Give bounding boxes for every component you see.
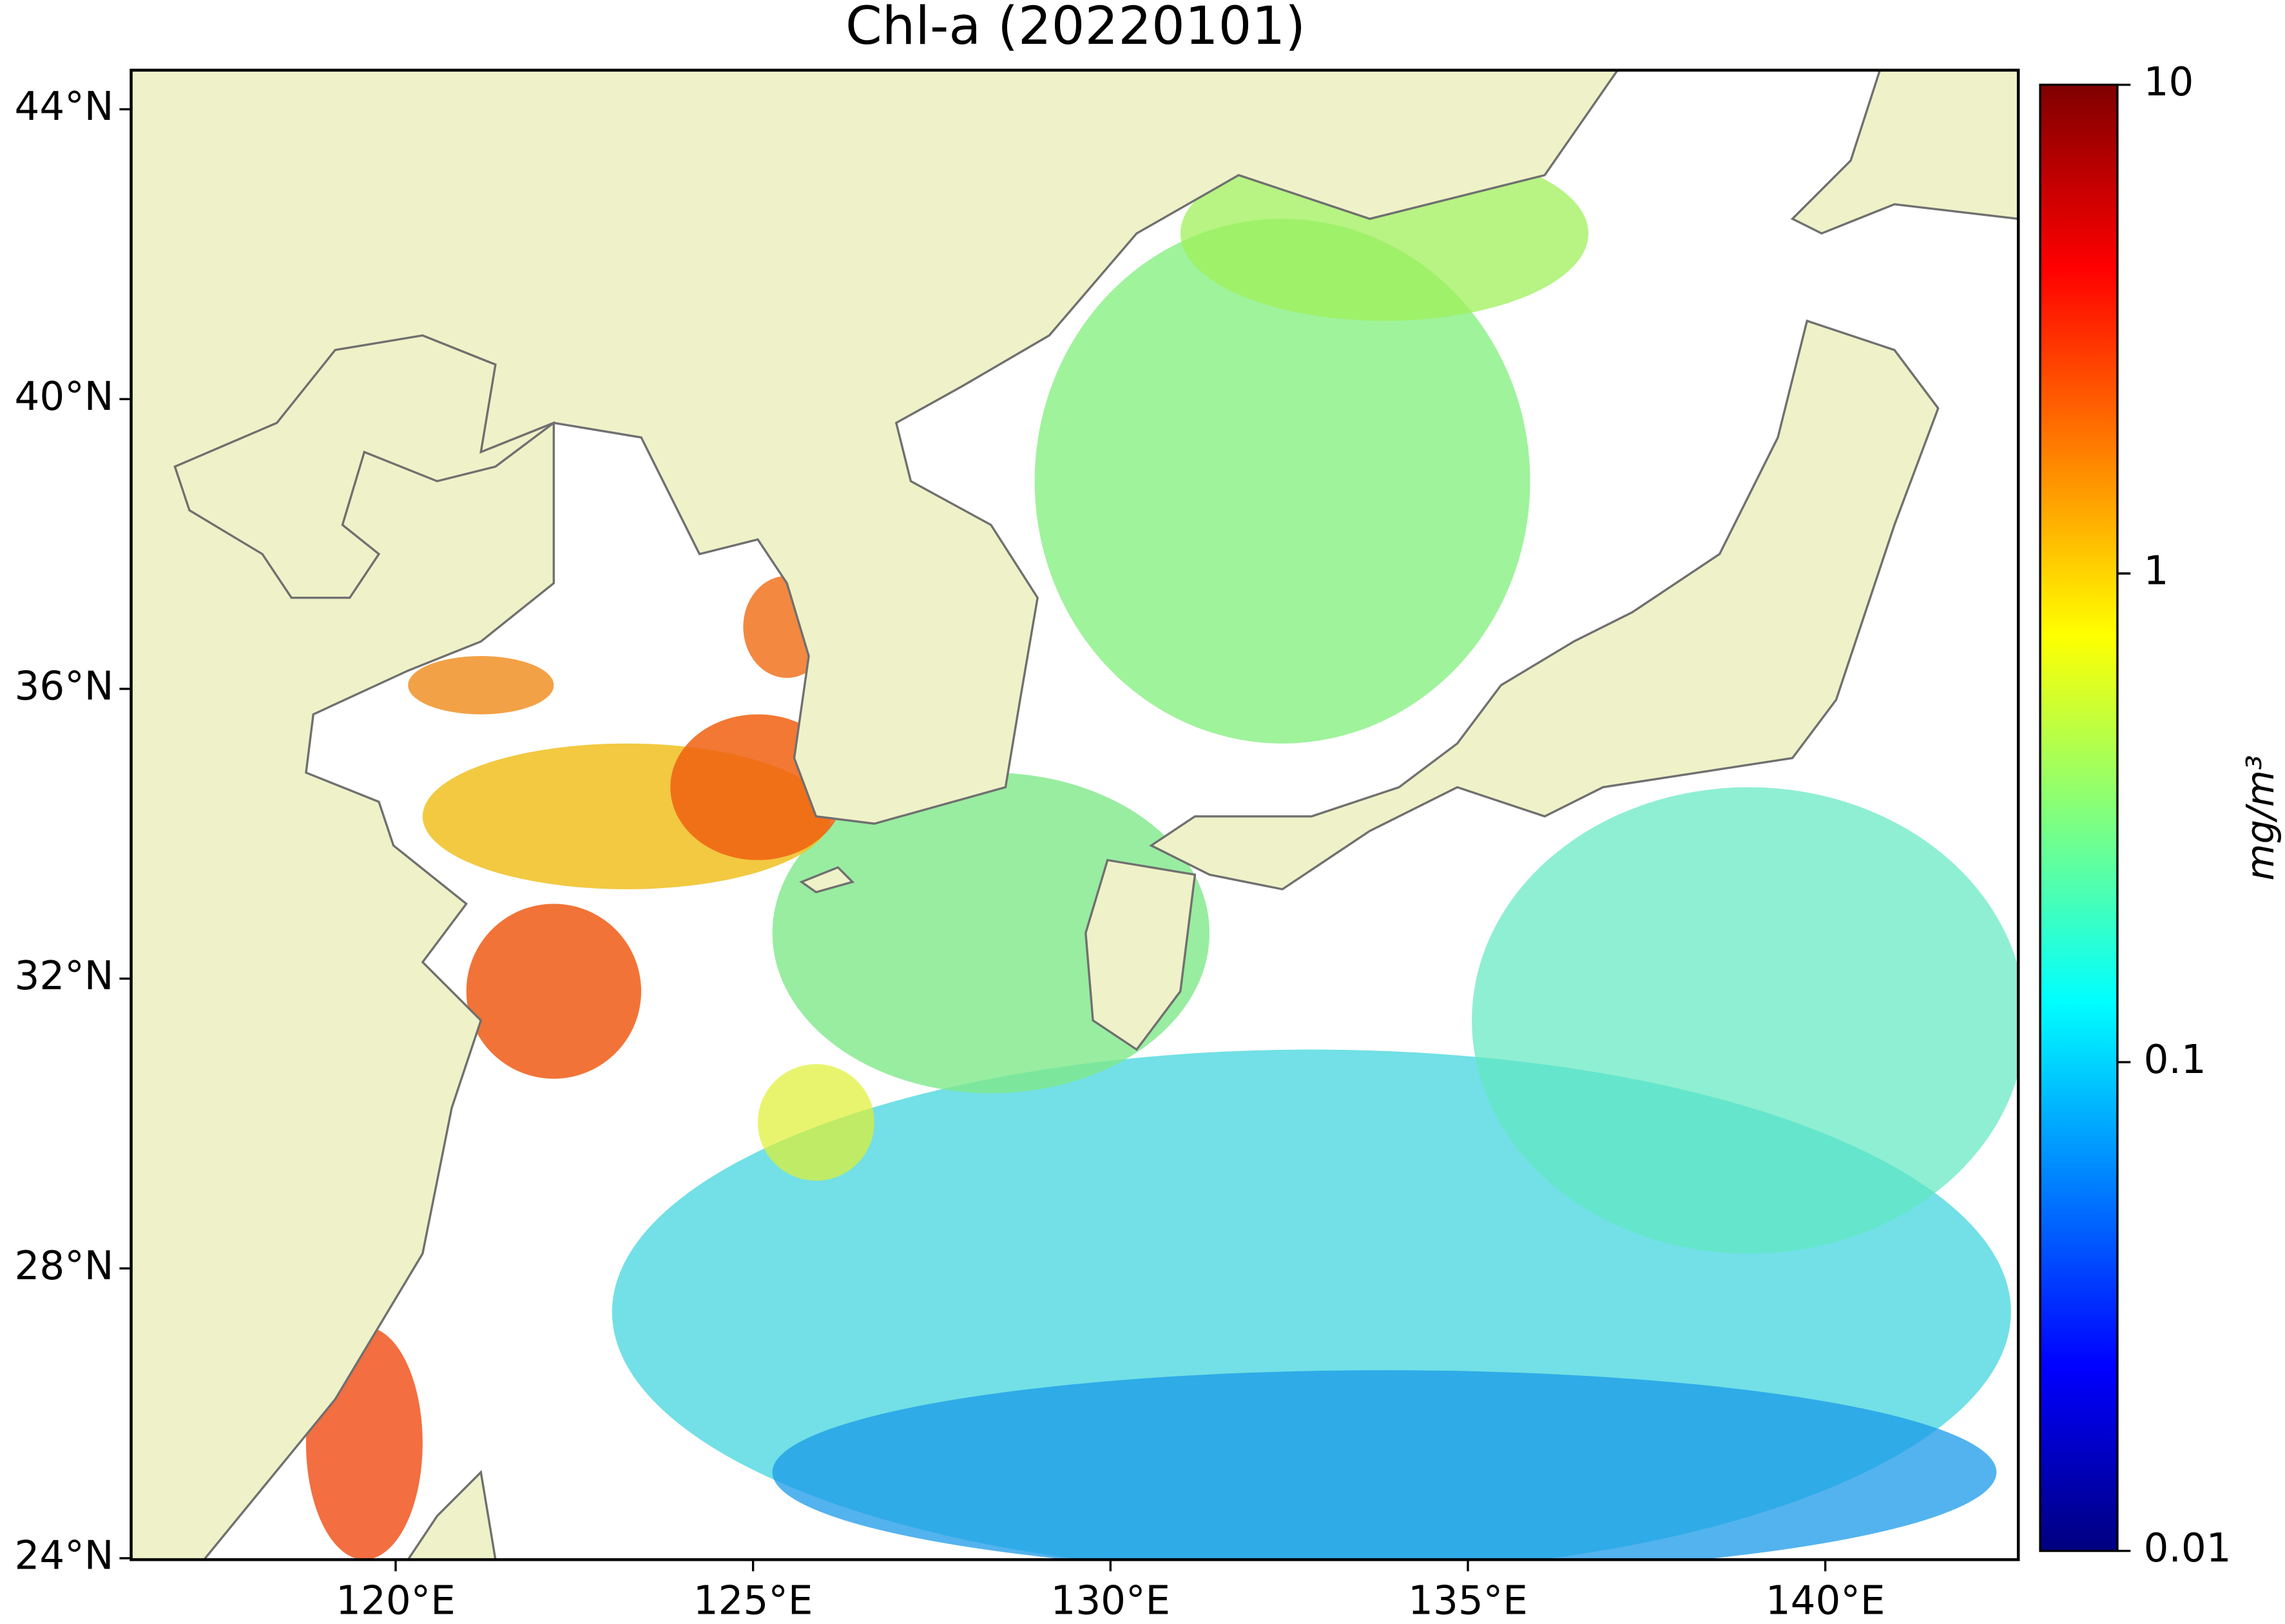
y-tick-label: 32°N <box>15 953 114 999</box>
chl-patch <box>408 656 554 715</box>
colorbar-tick-label: 0.1 <box>2144 1037 2206 1083</box>
chl-patch <box>1472 787 2019 1254</box>
y-tick-label: 24°N <box>15 1532 114 1578</box>
chl-patch <box>772 1370 1996 1560</box>
map-frame <box>130 68 2020 1561</box>
hokkaido <box>1790 70 2019 235</box>
colorbar <box>2039 83 2119 1552</box>
y-tick-label: 40°N <box>15 374 114 420</box>
chl-patch <box>1034 218 1530 744</box>
x-tick-label: 140°E <box>1766 1578 1885 1624</box>
y-tick-label: 28°N <box>15 1243 114 1289</box>
x-tick-label: 125°E <box>693 1578 813 1624</box>
chlorophyll-field <box>305 146 2019 1560</box>
x-tick-label: 135°E <box>1408 1578 1528 1624</box>
y-tick-label: 36°N <box>15 664 114 710</box>
y-tick-label: 44°N <box>15 84 114 130</box>
x-tick-label: 120°E <box>336 1578 456 1624</box>
taiwan <box>407 1469 497 1560</box>
kyushu <box>1085 858 1197 1051</box>
colorbar-tick-label: 1 <box>2144 548 2169 594</box>
chl-patch <box>466 904 642 1079</box>
jeju <box>799 865 855 894</box>
colorbar-tick-label: 10 <box>2144 59 2194 105</box>
colorbar-tick-label: 0.01 <box>2144 1525 2232 1571</box>
colorbar-label: mg/m³ <box>2238 755 2282 880</box>
honshu-shikoku <box>1149 319 1940 891</box>
chl-patch <box>757 1064 874 1181</box>
x-tick-label: 130°E <box>1050 1578 1170 1624</box>
map-title: Chl-a (20220101) <box>845 0 1306 57</box>
land <box>131 70 2019 1560</box>
asia-mainland <box>131 70 1619 1560</box>
